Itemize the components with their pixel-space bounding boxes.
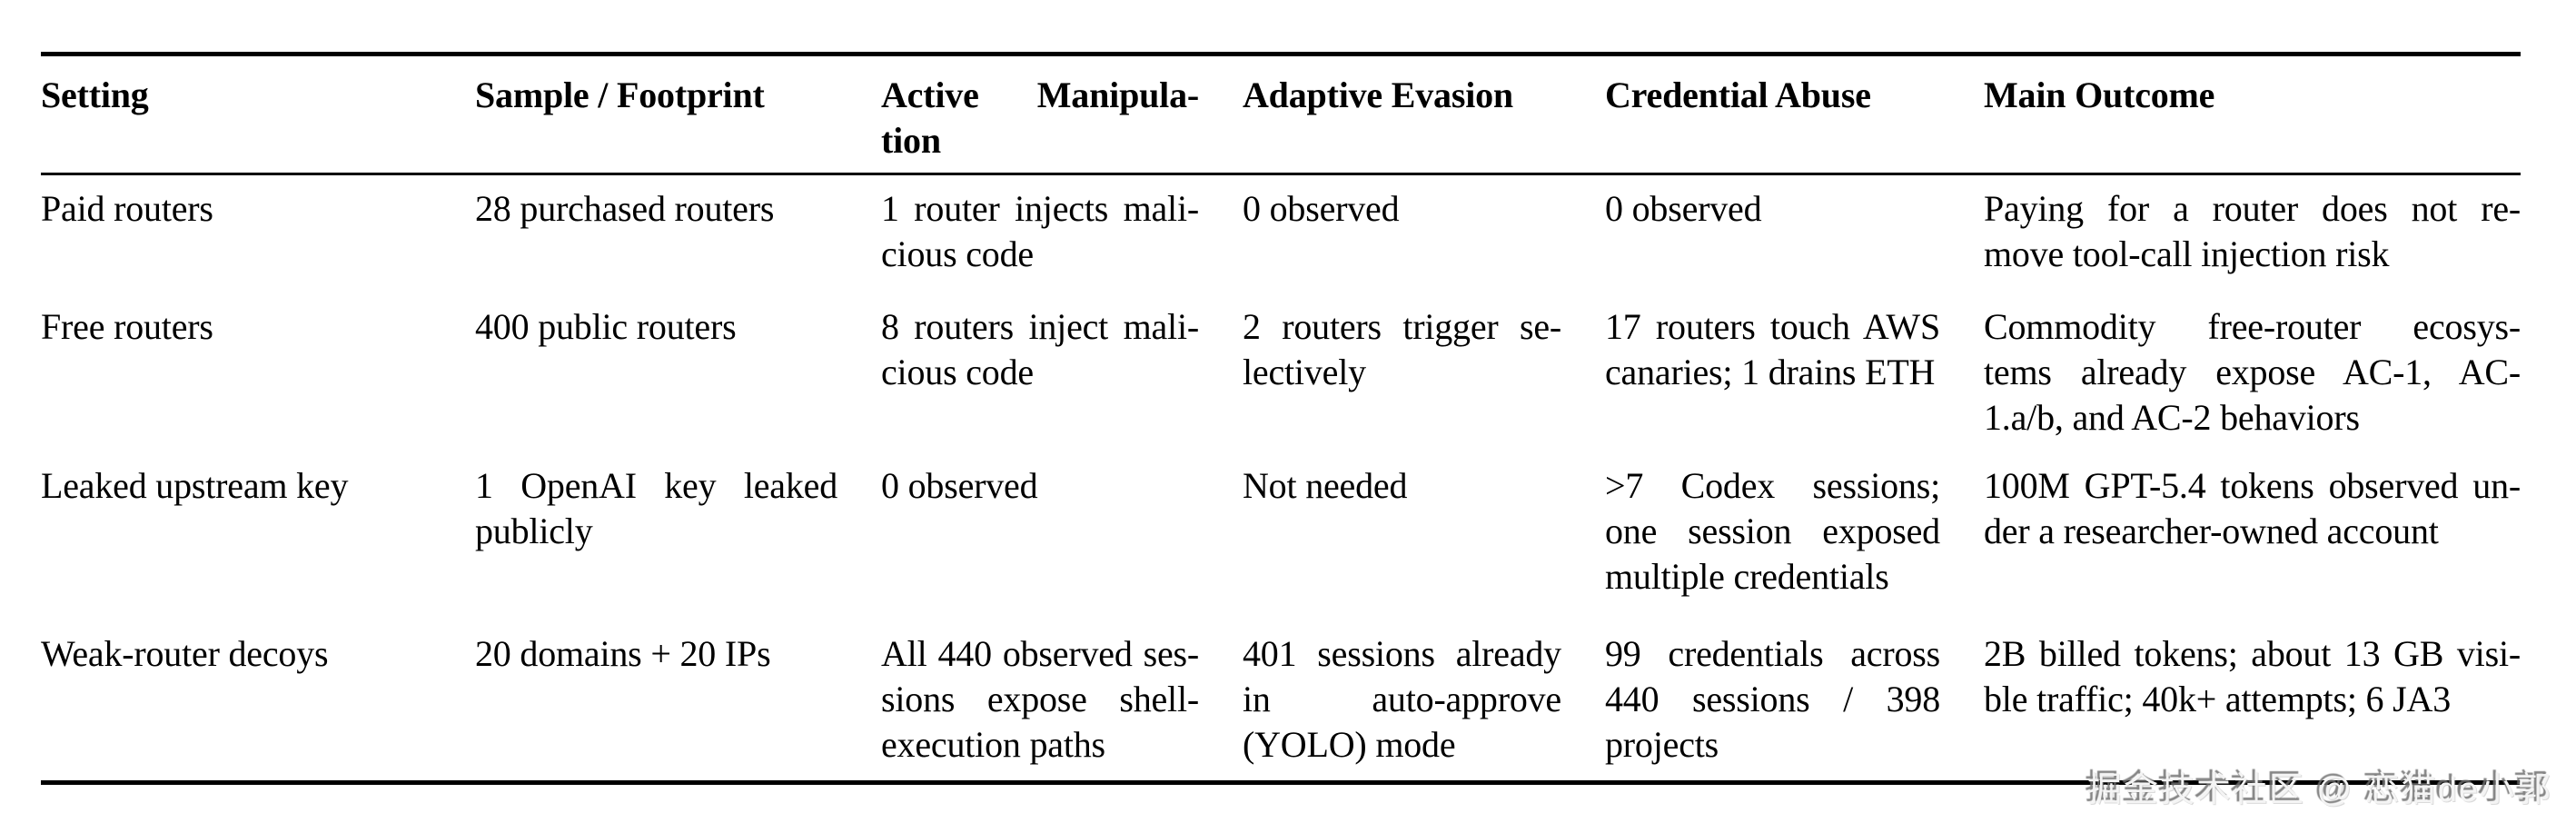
- table-row: Paid routers 28 purchased routers 1 rout…: [41, 186, 2521, 277]
- cell-main-outcome: Paying for a router does not re-move too…: [1984, 188, 2521, 274]
- cell-main-outcome: 100M GPT-5.4 tokens observed un-der a re…: [1984, 465, 2521, 551]
- cell-active-manipulation: 0 observed: [881, 465, 1038, 506]
- table-row: Free routers 400 public routers 8 router…: [41, 304, 2521, 441]
- cell-setting: Leaked upstream key: [41, 465, 349, 506]
- cell-active-manipulation: 8 routers inject mali-cious code: [881, 306, 1199, 392]
- header-adaptive-evasion: Adaptive Evasion: [1243, 74, 1513, 115]
- cell-main-outcome: 2B billed tokens; about 13 GB visi-ble t…: [1984, 633, 2521, 719]
- header-active-manipulation: Active Manipula-tion: [881, 74, 1199, 161]
- cell-adaptive-evasion: Not needed: [1243, 465, 1408, 506]
- table-bottom-rule: [41, 780, 2521, 785]
- header-credential-abuse: Credential Abuse: [1605, 74, 1871, 115]
- cell-main-outcome: Commodity free-router ecosys-tems alread…: [1984, 306, 2521, 438]
- cell-sample-footprint: 1 OpenAI key leaked publicly: [475, 465, 837, 551]
- cell-adaptive-evasion: 2 routers trigger se-lectively: [1243, 306, 1561, 392]
- cell-setting: Weak-router decoys: [41, 633, 329, 674]
- cell-adaptive-evasion: 0 observed: [1243, 188, 1400, 229]
- juejin-watermark: 掘金技术社区 @ 恋猫de小郭: [2087, 771, 2552, 809]
- cell-credential-abuse: 17 routers touch AWS canaries; 1 drains E…: [1605, 306, 1940, 392]
- table-header-rule: [41, 173, 2521, 175]
- table-row: Weak-router decoys 20 domains + 20 IPs A…: [41, 631, 2521, 768]
- cell-sample-footprint: 20 domains + 20 IPs: [475, 633, 771, 674]
- header-sample-footprint: Sample / Footprint: [475, 74, 765, 115]
- cell-setting: Free routers: [41, 306, 213, 347]
- cell-active-manipulation: All 440 observed ses-sions expose shell-…: [881, 633, 1199, 765]
- cell-active-manipulation: 1 router injects mali-cious code: [881, 188, 1199, 274]
- cell-credential-abuse: 0 observed: [1605, 188, 1762, 229]
- cell-sample-footprint: 28 purchased routers: [475, 188, 775, 229]
- cell-credential-abuse: >7 Codex sessions; one session exposed mul…: [1605, 465, 1940, 597]
- table-row: Leaked upstream key 1 OpenAI key leaked p…: [41, 463, 2521, 600]
- cell-sample-footprint: 400 public routers: [475, 306, 737, 347]
- table-top-rule: [41, 52, 2521, 56]
- cell-setting: Paid routers: [41, 188, 213, 229]
- table-header-row: Setting Sample / Footprint Active Manipu…: [41, 73, 2521, 164]
- cell-adaptive-evasion: 401 sessions already in auto-approve (YOLO…: [1243, 633, 1561, 765]
- cell-credential-abuse: 99 credentials across 440 sessions / 398 p…: [1605, 633, 1940, 765]
- header-setting: Setting: [41, 74, 149, 115]
- header-main-outcome: Main Outcome: [1984, 74, 2215, 115]
